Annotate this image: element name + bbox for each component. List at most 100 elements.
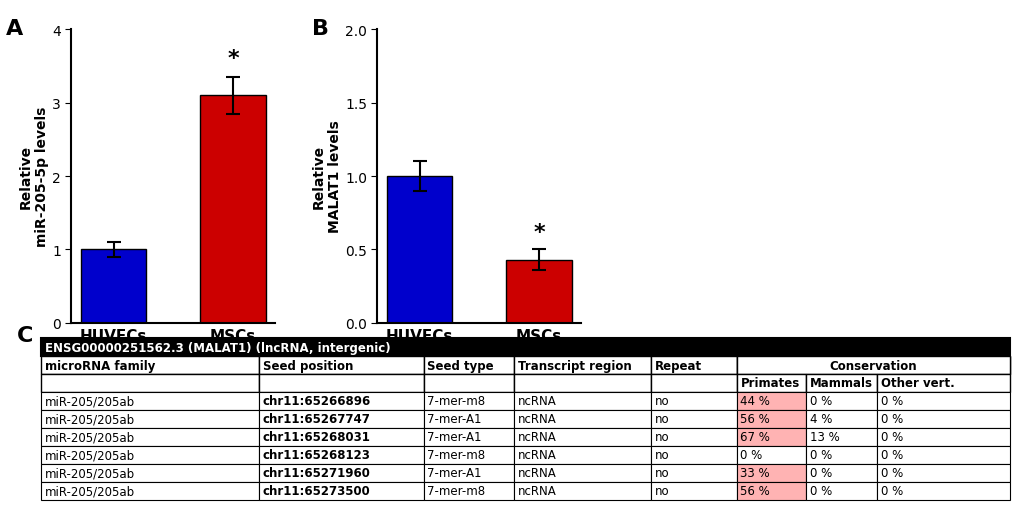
- FancyBboxPatch shape: [259, 464, 423, 482]
- FancyBboxPatch shape: [41, 374, 259, 392]
- FancyBboxPatch shape: [423, 392, 514, 410]
- FancyBboxPatch shape: [514, 482, 650, 500]
- FancyBboxPatch shape: [876, 357, 1009, 374]
- Text: 0 %: 0 %: [880, 448, 902, 462]
- Text: 7-mer-m8: 7-mer-m8: [427, 395, 485, 408]
- Text: ncRNA: ncRNA: [517, 467, 555, 480]
- Text: Other vert.: Other vert.: [880, 377, 954, 390]
- FancyBboxPatch shape: [736, 464, 806, 482]
- FancyBboxPatch shape: [736, 446, 806, 464]
- Text: 0 %: 0 %: [809, 448, 832, 462]
- FancyBboxPatch shape: [41, 446, 259, 464]
- FancyBboxPatch shape: [41, 338, 1009, 357]
- Text: chr11:65271960: chr11:65271960: [263, 467, 370, 480]
- Bar: [505, 260, 572, 323]
- Text: ncRNA: ncRNA: [517, 431, 555, 443]
- Text: 56 %: 56 %: [740, 413, 769, 426]
- Text: Seed position: Seed position: [263, 359, 353, 372]
- Y-axis label: Relative
MALAT1 levels: Relative MALAT1 levels: [312, 121, 341, 233]
- Text: no: no: [654, 413, 669, 426]
- Text: 0 %: 0 %: [880, 413, 902, 426]
- FancyBboxPatch shape: [736, 428, 806, 446]
- Text: no: no: [654, 395, 669, 408]
- FancyBboxPatch shape: [806, 410, 876, 428]
- FancyBboxPatch shape: [514, 464, 650, 482]
- FancyBboxPatch shape: [514, 374, 650, 392]
- FancyBboxPatch shape: [876, 374, 1009, 392]
- Text: Transcript region: Transcript region: [517, 359, 631, 372]
- FancyBboxPatch shape: [514, 410, 650, 428]
- FancyBboxPatch shape: [514, 446, 650, 464]
- FancyBboxPatch shape: [423, 428, 514, 446]
- FancyBboxPatch shape: [806, 392, 876, 410]
- Text: 0 %: 0 %: [880, 395, 902, 408]
- FancyBboxPatch shape: [736, 357, 1009, 374]
- FancyBboxPatch shape: [806, 357, 876, 374]
- FancyBboxPatch shape: [736, 410, 806, 428]
- FancyBboxPatch shape: [876, 410, 1009, 428]
- Bar: [386, 177, 452, 323]
- FancyBboxPatch shape: [41, 482, 259, 500]
- Text: 44 %: 44 %: [740, 395, 769, 408]
- Text: no: no: [654, 448, 669, 462]
- Text: no: no: [654, 467, 669, 480]
- Text: Repeat: Repeat: [654, 359, 702, 372]
- FancyBboxPatch shape: [650, 446, 736, 464]
- FancyBboxPatch shape: [259, 357, 423, 374]
- FancyBboxPatch shape: [423, 464, 514, 482]
- FancyBboxPatch shape: [736, 392, 806, 410]
- Text: chr11:65266896: chr11:65266896: [263, 395, 371, 408]
- Text: A: A: [6, 19, 23, 38]
- Text: ncRNA: ncRNA: [517, 448, 555, 462]
- FancyBboxPatch shape: [876, 392, 1009, 410]
- FancyBboxPatch shape: [736, 357, 806, 374]
- FancyBboxPatch shape: [806, 464, 876, 482]
- FancyBboxPatch shape: [259, 392, 423, 410]
- Text: 0 %: 0 %: [880, 484, 902, 497]
- Text: no: no: [654, 431, 669, 443]
- FancyBboxPatch shape: [41, 464, 259, 482]
- Text: 13 %: 13 %: [809, 431, 839, 443]
- FancyBboxPatch shape: [876, 482, 1009, 500]
- FancyBboxPatch shape: [41, 357, 259, 374]
- Text: 56 %: 56 %: [740, 484, 769, 497]
- Bar: [81, 250, 147, 323]
- FancyBboxPatch shape: [650, 464, 736, 482]
- Text: Mammals: Mammals: [809, 377, 872, 390]
- FancyBboxPatch shape: [736, 482, 806, 500]
- FancyBboxPatch shape: [423, 374, 514, 392]
- FancyBboxPatch shape: [41, 428, 259, 446]
- FancyBboxPatch shape: [650, 374, 736, 392]
- FancyBboxPatch shape: [876, 446, 1009, 464]
- FancyBboxPatch shape: [259, 446, 423, 464]
- Text: miR-205/205ab: miR-205/205ab: [45, 413, 135, 426]
- Text: chr11:65267747: chr11:65267747: [263, 413, 370, 426]
- FancyBboxPatch shape: [423, 482, 514, 500]
- Text: *: *: [533, 223, 544, 243]
- FancyBboxPatch shape: [806, 428, 876, 446]
- Text: ncRNA: ncRNA: [517, 484, 555, 497]
- Text: miR-205/205ab: miR-205/205ab: [45, 395, 135, 408]
- Text: Primates: Primates: [740, 377, 799, 390]
- Text: Seed type: Seed type: [427, 359, 493, 372]
- FancyBboxPatch shape: [259, 428, 423, 446]
- FancyBboxPatch shape: [736, 374, 806, 392]
- Text: 0 %: 0 %: [809, 467, 832, 480]
- FancyBboxPatch shape: [650, 428, 736, 446]
- Text: Conservation: Conservation: [828, 359, 916, 372]
- FancyBboxPatch shape: [259, 482, 423, 500]
- FancyBboxPatch shape: [259, 410, 423, 428]
- Text: 7-mer-A1: 7-mer-A1: [427, 431, 481, 443]
- FancyBboxPatch shape: [876, 464, 1009, 482]
- FancyBboxPatch shape: [423, 410, 514, 428]
- Text: B: B: [312, 19, 329, 38]
- Text: *: *: [227, 49, 238, 69]
- FancyBboxPatch shape: [423, 446, 514, 464]
- FancyBboxPatch shape: [41, 410, 259, 428]
- Y-axis label: Relative
miR-205-5p levels: Relative miR-205-5p levels: [19, 107, 49, 247]
- FancyBboxPatch shape: [806, 446, 876, 464]
- Text: ncRNA: ncRNA: [517, 395, 555, 408]
- FancyBboxPatch shape: [650, 392, 736, 410]
- FancyBboxPatch shape: [806, 482, 876, 500]
- Text: chr11:65268031: chr11:65268031: [263, 431, 370, 443]
